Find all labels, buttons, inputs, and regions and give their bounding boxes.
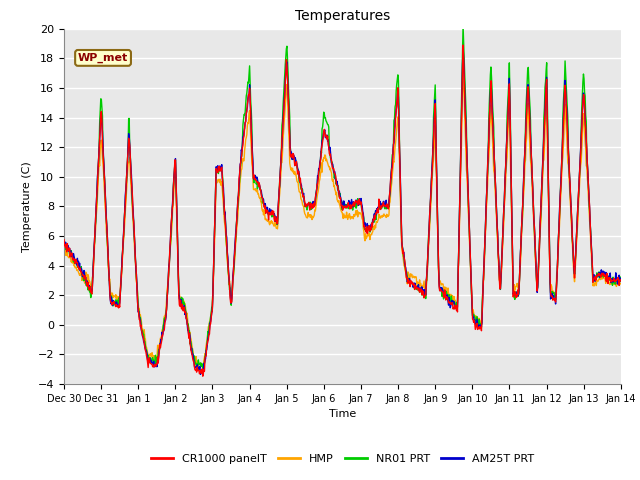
Title: Temperatures: Temperatures <box>295 10 390 24</box>
Y-axis label: Temperature (C): Temperature (C) <box>22 161 32 252</box>
Legend: CR1000 panelT, HMP, NR01 PRT, AM25T PRT: CR1000 panelT, HMP, NR01 PRT, AM25T PRT <box>146 450 539 469</box>
X-axis label: Time: Time <box>329 409 356 419</box>
Text: WP_met: WP_met <box>78 53 128 63</box>
